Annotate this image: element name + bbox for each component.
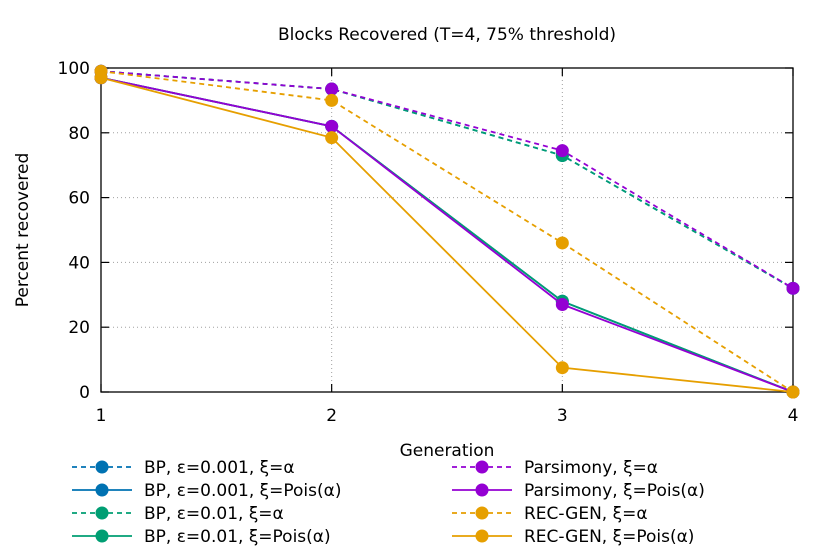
data-point — [555, 361, 569, 375]
legend-marker — [95, 529, 109, 543]
legend-label: BP, ε=0.001, ξ=Pois(α) — [144, 481, 341, 501]
chart-title: Blocks Recovered (T=4, 75% threshold) — [278, 25, 616, 45]
legend-marker — [475, 460, 489, 474]
data-point — [325, 82, 339, 96]
legend-marker — [95, 483, 109, 497]
data-point — [325, 131, 339, 145]
legend-label: BP, ε=0.01, ξ=Pois(α) — [144, 527, 331, 547]
x-axis-label: Generation — [400, 441, 495, 461]
legend-label: Parsimony, ξ=Pois(α) — [524, 481, 705, 501]
series-line — [100, 76, 794, 393]
legend-label: BP, ε=0.01, ξ=α — [144, 504, 284, 524]
legend-item: Parsimony, ξ=Pois(α) — [452, 481, 705, 501]
legend-item: BP, ε=0.01, ξ=α — [72, 504, 284, 524]
data-point — [786, 281, 800, 295]
series-6 — [94, 71, 800, 399]
data-point — [325, 119, 339, 133]
legend: BP, ε=0.001, ξ=α BP, ε=0.001, ξ=Pois(α) BP… — [72, 458, 705, 547]
plot-area — [100, 67, 794, 393]
legend-item: REC-GEN, ξ=α — [452, 504, 648, 524]
legend-item: BP, ε=0.01, ξ=Pois(α) — [72, 527, 331, 547]
series-line — [100, 70, 794, 393]
legend-marker — [475, 483, 489, 497]
y-tick-label: 20 — [68, 318, 90, 338]
series-line — [100, 76, 794, 393]
y-axis-label: Percent recovered — [13, 153, 33, 308]
series-line — [100, 76, 794, 393]
y-tick-label: 60 — [68, 189, 90, 209]
legend-marker — [475, 506, 489, 520]
y-tick-label: 80 — [68, 124, 90, 144]
data-point — [94, 71, 108, 85]
legend-item: BP, ε=0.001, ξ=α — [72, 458, 295, 478]
x-tick-label: 1 — [96, 406, 107, 426]
data-point — [786, 385, 800, 399]
legend-marker — [95, 460, 109, 474]
series-4 — [94, 71, 800, 399]
y-tick-label: 40 — [68, 253, 90, 273]
legend-marker — [95, 506, 109, 520]
x-tick-label: 4 — [788, 406, 799, 426]
series-line — [100, 70, 794, 290]
legend-label: BP, ε=0.001, ξ=α — [144, 458, 295, 478]
grid — [101, 68, 793, 392]
legend-label: REC-GEN, ξ=α — [524, 504, 648, 524]
data-point — [555, 298, 569, 312]
series-line — [100, 70, 794, 290]
data-point — [555, 144, 569, 158]
y-tick-label: 100 — [58, 59, 90, 79]
legend-item: Parsimony, ξ=α — [452, 458, 658, 478]
series-layer — [94, 64, 800, 399]
data-point — [555, 236, 569, 250]
series-8 — [94, 71, 800, 399]
series-line — [100, 76, 794, 393]
legend-marker — [475, 529, 489, 543]
legend-item: BP, ε=0.001, ξ=Pois(α) — [72, 481, 341, 501]
x-tick-label: 2 — [326, 406, 337, 426]
x-tick-label: 3 — [557, 406, 568, 426]
y-tick-label: 0 — [79, 383, 90, 403]
series-2 — [94, 71, 800, 399]
data-point — [325, 93, 339, 107]
legend-label: REC-GEN, ξ=Pois(α) — [524, 527, 694, 547]
legend-item: REC-GEN, ξ=Pois(α) — [452, 527, 694, 547]
legend-label: Parsimony, ξ=α — [524, 458, 658, 478]
